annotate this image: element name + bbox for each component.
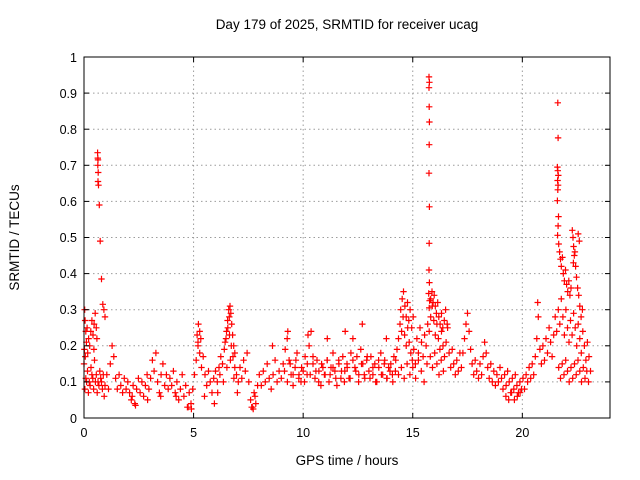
scatter-points (80, 73, 594, 413)
y-tick-label: 0.4 (59, 267, 77, 282)
y-tick-label: 0.5 (59, 231, 77, 245)
x-tick-label: 20 (515, 426, 530, 440)
x-tick-label: 5 (190, 426, 198, 440)
chart-title: Day 179 of 2025, SRMTID for receiver uca… (215, 17, 479, 32)
y-tick-label: 0.3 (59, 303, 77, 318)
y-tick-label: 0 (70, 411, 77, 426)
x-tick-label: 15 (405, 426, 420, 440)
y-tick-label: 0.1 (59, 375, 77, 390)
x-axis-label: GPS time / hours (295, 453, 399, 468)
x-tick-label: 0 (80, 426, 88, 440)
y-tick-label: 0.7 (59, 158, 77, 173)
y-tick-label: 1 (70, 50, 77, 65)
y-tick-label: 0.8 (59, 122, 77, 137)
y-tick-label: 0.2 (59, 339, 77, 354)
y-tick-label: 0.9 (59, 86, 77, 101)
x-tick-label: 10 (296, 426, 311, 440)
y-tick-label: 0.6 (59, 194, 77, 209)
